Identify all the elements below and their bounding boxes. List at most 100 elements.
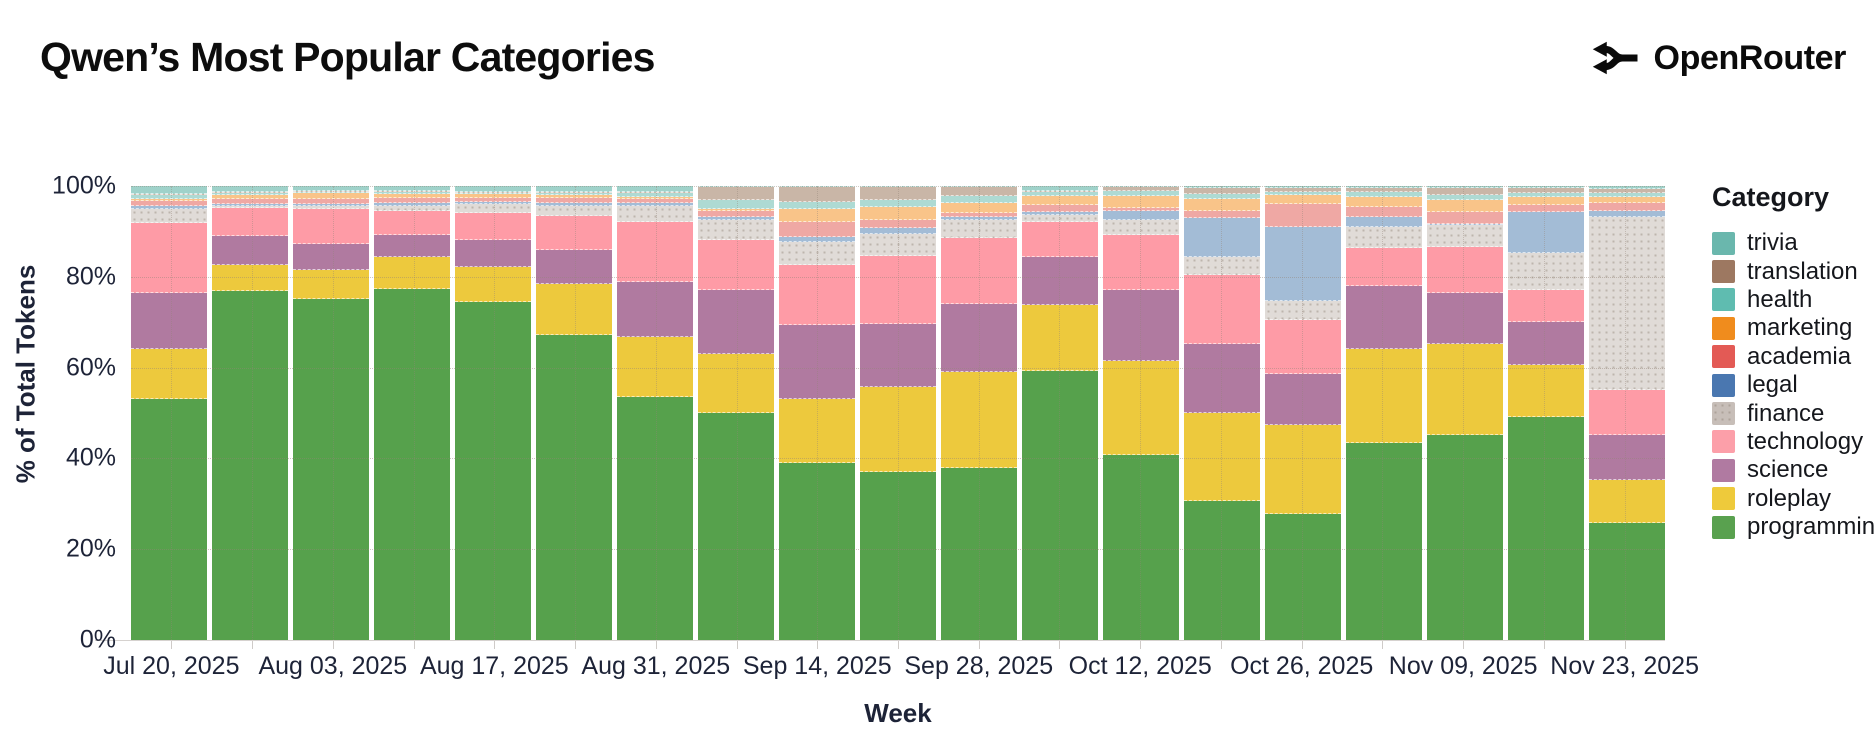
segment-translation[interactable]: [536, 192, 612, 194]
segment-finance[interactable]: [860, 234, 936, 256]
segment-finance[interactable]: [455, 204, 531, 214]
segment-translation[interactable]: [617, 192, 693, 194]
segment-legal[interactable]: [1184, 218, 1260, 257]
segment-science[interactable]: [1103, 290, 1179, 361]
segment-technology[interactable]: [1103, 235, 1179, 290]
bar-sep-21-2025[interactable]: [860, 186, 936, 640]
segment-academia[interactable]: [293, 198, 369, 205]
segment-science[interactable]: [1184, 343, 1260, 414]
segment-legal[interactable]: [941, 217, 1017, 221]
segment-marketing[interactable]: [1346, 196, 1422, 207]
segment-health[interactable]: [1427, 195, 1503, 201]
segment-technology[interactable]: [1346, 247, 1422, 286]
segment-roleplay[interactable]: [860, 386, 936, 473]
segment-translation[interactable]: [212, 191, 288, 193]
segment-marketing[interactable]: [131, 198, 207, 202]
segment-technology[interactable]: [860, 255, 936, 324]
bar-nov-16-2025[interactable]: [1508, 186, 1584, 640]
segment-programming[interactable]: [293, 298, 369, 640]
segment-technology[interactable]: [779, 265, 855, 325]
segment-health[interactable]: [860, 200, 936, 207]
segment-health[interactable]: [617, 193, 693, 198]
segment-trivia[interactable]: [212, 185, 288, 192]
segment-roleplay[interactable]: [1346, 348, 1422, 444]
segment-marketing[interactable]: [617, 197, 693, 200]
segment-finance[interactable]: [779, 241, 855, 266]
segment-marketing[interactable]: [1022, 196, 1098, 206]
legend-item-finance[interactable]: finance: [1712, 399, 1876, 427]
bar-sep-28-2025[interactable]: [941, 185, 1017, 640]
segment-programming[interactable]: [698, 413, 774, 640]
segment-programming[interactable]: [212, 290, 288, 640]
segment-marketing[interactable]: [1265, 194, 1341, 204]
segment-technology[interactable]: [293, 208, 369, 244]
segment-programming[interactable]: [374, 289, 450, 640]
segment-translation[interactable]: [1184, 188, 1260, 194]
segment-translation[interactable]: [698, 186, 774, 201]
segment-science[interactable]: [131, 292, 207, 350]
segment-technology[interactable]: [617, 222, 693, 282]
legend-item-trivia[interactable]: trivia: [1712, 229, 1876, 257]
segment-legal[interactable]: [293, 204, 369, 207]
segment-finance[interactable]: [1589, 216, 1665, 390]
legend-item-academia[interactable]: academia: [1712, 343, 1876, 371]
segment-finance[interactable]: [131, 208, 207, 224]
segment-translation[interactable]: [131, 193, 207, 196]
segment-translation[interactable]: [455, 192, 531, 194]
bar-jul-27-2025[interactable]: [212, 185, 288, 640]
segment-technology[interactable]: [212, 207, 288, 236]
segment-programming[interactable]: [131, 399, 207, 640]
segment-finance[interactable]: [374, 206, 450, 211]
legend-item-roleplay[interactable]: roleplay: [1712, 485, 1876, 513]
segment-technology[interactable]: [455, 213, 531, 240]
segment-marketing[interactable]: [536, 195, 612, 199]
segment-legal[interactable]: [1589, 210, 1665, 217]
segment-academia[interactable]: [617, 199, 693, 203]
segment-programming[interactable]: [860, 472, 936, 640]
segment-trivia[interactable]: [941, 185, 1017, 187]
segment-legal[interactable]: [374, 203, 450, 207]
legend-item-translation[interactable]: translation: [1712, 257, 1876, 285]
segment-finance[interactable]: [617, 206, 693, 223]
segment-translation[interactable]: [1427, 188, 1503, 196]
segment-legal[interactable]: [212, 203, 288, 206]
segment-health[interactable]: [1508, 192, 1584, 197]
segment-academia[interactable]: [455, 197, 531, 203]
segment-science[interactable]: [1265, 373, 1341, 425]
segment-roleplay[interactable]: [1265, 424, 1341, 515]
segment-roleplay[interactable]: [1022, 304, 1098, 371]
segment-marketing[interactable]: [1184, 199, 1260, 212]
segment-academia[interactable]: [1346, 206, 1422, 217]
segment-trivia[interactable]: [860, 186, 936, 187]
segment-legal[interactable]: [698, 216, 774, 221]
segment-science[interactable]: [1346, 285, 1422, 349]
segment-academia[interactable]: [131, 201, 207, 207]
segment-trivia[interactable]: [698, 185, 774, 187]
segment-translation[interactable]: [1022, 191, 1098, 193]
segment-academia[interactable]: [1427, 211, 1503, 224]
segment-academia[interactable]: [374, 197, 450, 204]
segment-roleplay[interactable]: [293, 270, 369, 299]
segment-roleplay[interactable]: [455, 267, 531, 303]
segment-marketing[interactable]: [455, 194, 531, 198]
segment-science[interactable]: [1589, 434, 1665, 481]
bar-aug-31-2025[interactable]: [617, 186, 693, 640]
segment-trivia[interactable]: [536, 185, 612, 193]
segment-marketing[interactable]: [1508, 196, 1584, 206]
segment-programming[interactable]: [1103, 455, 1179, 640]
segment-trivia[interactable]: [131, 186, 207, 194]
segment-academia[interactable]: [1103, 208, 1179, 212]
segment-science[interactable]: [698, 290, 774, 354]
segment-programming[interactable]: [1265, 514, 1341, 640]
segment-programming[interactable]: [1022, 370, 1098, 640]
segment-technology[interactable]: [698, 239, 774, 291]
segment-legal[interactable]: [860, 228, 936, 235]
segment-legal[interactable]: [1346, 216, 1422, 228]
segment-science[interactable]: [1427, 292, 1503, 344]
segment-health[interactable]: [536, 193, 612, 196]
segment-programming[interactable]: [1589, 523, 1665, 640]
segment-roleplay[interactable]: [941, 372, 1017, 469]
segment-health[interactable]: [293, 191, 369, 194]
segment-trivia[interactable]: [617, 186, 693, 193]
bar-nov-09-2025[interactable]: [1427, 186, 1503, 640]
